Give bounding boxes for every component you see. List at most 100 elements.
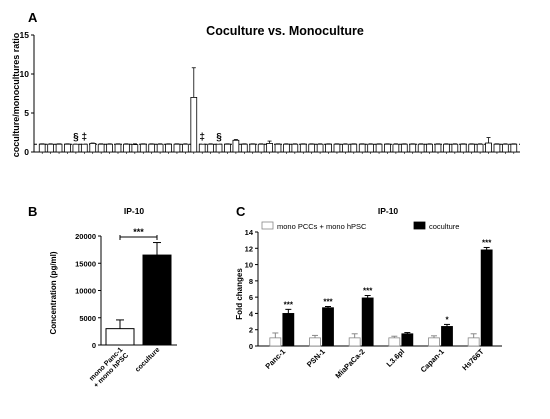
a-bar	[392, 143, 400, 153]
a-bar	[283, 143, 290, 153]
a-bar	[502, 143, 509, 153]
c-legend-swatch-coculture	[413, 221, 426, 230]
a-bar	[358, 143, 366, 153]
a-bar	[80, 143, 88, 153]
a-bar	[308, 143, 316, 153]
a-bar	[459, 143, 467, 153]
a-bar	[434, 143, 442, 153]
c-significance-label: ***	[284, 300, 294, 309]
a-bar	[123, 143, 130, 153]
c-x-tick-label: L3.6pl	[385, 347, 407, 369]
panel-b-letter: B	[28, 204, 37, 219]
a-bar	[375, 143, 383, 153]
c-y-tick-label: 4	[249, 309, 254, 318]
c-x-tick-label: Panc-1	[263, 347, 287, 371]
a-y-tick-label: 10	[20, 69, 30, 79]
c-legend-label-coculture: coculture	[429, 222, 459, 231]
a-bar	[384, 143, 391, 153]
a-bar	[249, 143, 257, 153]
panel-a-title: Coculture vs. Monoculture	[206, 24, 364, 38]
c-x-tick-label: Capan-1	[419, 347, 446, 374]
a-bar	[476, 143, 484, 153]
a-bar	[156, 143, 164, 153]
c-bar-coculture	[401, 333, 414, 347]
a-bar	[55, 143, 63, 153]
a-bar	[367, 143, 374, 153]
a-bar	[182, 143, 189, 153]
b-y-tick-label: 10000	[75, 287, 96, 296]
a-bar	[291, 143, 299, 153]
a-bar	[139, 143, 147, 153]
a-bar	[325, 143, 332, 153]
a-significance-symbol: §	[216, 132, 222, 143]
panel-a-ylabel: coculture/monocultures ratio	[11, 32, 21, 157]
a-y-tick-label: 5	[24, 108, 29, 118]
panel-a-letter: A	[28, 10, 38, 25]
a-bar	[342, 143, 349, 153]
a-bar	[468, 143, 476, 153]
b-bar-mono	[105, 328, 135, 346]
a-bar	[97, 143, 105, 153]
b-significance-label: ***	[133, 227, 144, 237]
c-bar-mono	[348, 337, 361, 347]
a-bar	[207, 143, 214, 153]
c-bar-mono	[269, 337, 282, 347]
b-x-tick-label: coculture	[134, 346, 161, 373]
c-x-tick-label: PSN-1	[305, 347, 327, 369]
c-bar-coculture	[361, 297, 374, 347]
a-bar	[400, 143, 408, 153]
a-bar	[409, 143, 417, 153]
c-y-tick-label: 0	[249, 342, 253, 351]
c-bar-coculture	[441, 326, 453, 347]
a-bar	[114, 143, 122, 153]
a-significance-symbol: §	[73, 132, 79, 143]
a-bar	[148, 143, 156, 153]
c-y-tick-label: 2	[249, 326, 253, 335]
a-bar	[316, 143, 324, 153]
b-y-tick-label: 20000	[75, 232, 96, 241]
c-y-tick-label: 8	[249, 277, 253, 286]
a-bar	[232, 139, 240, 153]
a-bar	[165, 143, 172, 153]
c-x-tick-label: Hs766T	[460, 347, 486, 373]
a-y-tick-label: 15	[20, 30, 30, 40]
c-y-tick-label: 6	[249, 293, 253, 302]
a-bar	[240, 143, 248, 153]
c-bar-mono	[467, 337, 480, 347]
a-y-tick-label: 0	[24, 147, 29, 157]
b-y-tick-label: 0	[92, 341, 96, 350]
c-y-tick-label: 14	[245, 228, 254, 237]
c-significance-label: ***	[363, 287, 373, 296]
c-significance-label: ***	[323, 298, 333, 307]
a-bar	[64, 143, 71, 153]
a-bar	[173, 143, 181, 153]
a-bar	[333, 143, 341, 153]
c-bar-coculture	[282, 313, 295, 347]
b-bar-coculture	[142, 254, 172, 346]
b-y-tick-label: 15000	[75, 259, 96, 268]
c-bar-mono	[309, 337, 321, 347]
a-bar	[451, 143, 459, 153]
c-significance-label: *	[445, 315, 449, 324]
c-y-tick-label: 10	[245, 261, 253, 270]
b-y-tick-label: 5000	[79, 314, 96, 323]
panel-c-title: IP-10	[378, 206, 399, 216]
a-bar	[47, 143, 54, 153]
a-bar	[106, 143, 113, 153]
c-legend-label-mono: mono PCCs + mono hPSC	[277, 222, 367, 231]
a-bar	[266, 143, 273, 153]
panel-b-ylabel: Concentration (pg/ml)	[49, 251, 58, 334]
a-bar	[510, 143, 518, 153]
panel-c-chart: 0 2 4 6 8 10 12 14 *** Panc-1 *** PSN-1 *** MiaPaCa-2…	[245, 221, 502, 380]
panel-b-chart: 0 5000 10000 15000 20000 mono Panc-1+ mono hP…	[75, 227, 177, 389]
a-bar	[198, 143, 206, 153]
c-x-tick-label: MiaPaCa-2	[333, 347, 366, 380]
a-bar	[72, 143, 80, 153]
panel-b-title: IP-10	[124, 206, 145, 216]
a-bar	[274, 143, 282, 153]
a-bar	[215, 143, 223, 153]
a-bar	[190, 97, 198, 153]
a-bar	[299, 143, 307, 153]
a-bar	[257, 143, 265, 153]
